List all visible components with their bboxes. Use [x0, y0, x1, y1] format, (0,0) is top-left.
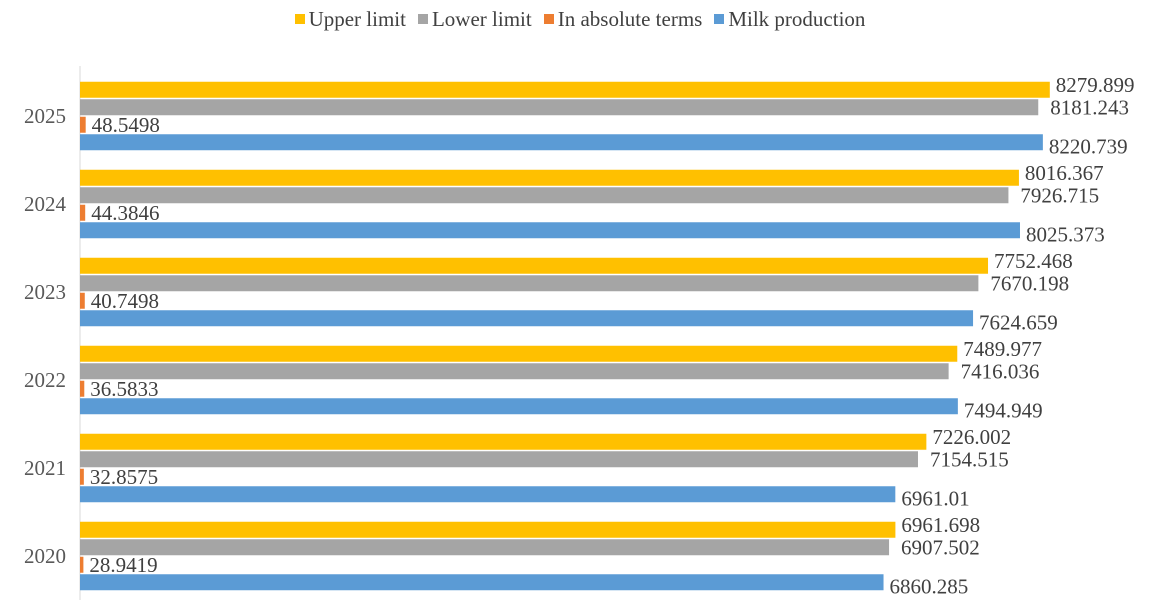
legend-swatch-in-absolute-terms — [543, 14, 554, 24]
bar-in-absolute-terms-2023 — [80, 292, 85, 309]
data-label-upper-limit-2023: 7752.468 — [994, 249, 1073, 273]
legend-label-in-absolute-terms: In absolute terms — [557, 6, 703, 31]
bar-lower-limit-2021 — [80, 451, 918, 468]
legend-label-upper-limit: Upper limit — [308, 6, 406, 31]
data-label-milk-production-2021: 6961.01 — [901, 486, 969, 510]
legend-swatch-milk-production — [714, 14, 725, 24]
legend-item-lower-limit: Lower limit — [417, 6, 532, 32]
legend-label-milk-production: Milk production — [728, 6, 866, 31]
bar-in-absolute-terms-2020 — [80, 556, 84, 573]
data-label-in-absolute-terms-2020: 28.9419 — [89, 553, 157, 577]
legend-item-in-absolute-terms: In absolute terms — [543, 6, 703, 32]
bar-in-absolute-terms-2024 — [80, 204, 86, 221]
data-label-milk-production-2023: 7624.659 — [979, 310, 1058, 334]
bar-milk-production-2022 — [80, 398, 958, 415]
data-label-upper-limit-2024: 8016.367 — [1025, 161, 1104, 185]
data-label-lower-limit-2024: 7926.715 — [1020, 183, 1099, 207]
bar-in-absolute-terms-2021 — [80, 468, 84, 485]
bar-in-absolute-terms-2022 — [80, 380, 85, 397]
y-tick-label-2025: 2025 — [24, 104, 66, 128]
bar-upper-limit-2024 — [80, 169, 1019, 186]
bar-upper-limit-2020 — [80, 521, 896, 538]
bar-upper-limit-2022 — [80, 345, 958, 362]
bar-lower-limit-2023 — [80, 275, 979, 292]
data-label-upper-limit-2021: 7226.002 — [932, 425, 1011, 449]
data-label-lower-limit-2022: 7416.036 — [961, 359, 1040, 383]
legend-swatch-lower-limit — [417, 14, 428, 24]
data-label-milk-production-2024: 8025.373 — [1026, 222, 1105, 246]
legend-item-milk-production: Milk production — [714, 7, 865, 32]
bar-milk-production-2021 — [80, 486, 896, 503]
bar-upper-limit-2023 — [80, 257, 989, 274]
bar-upper-limit-2021 — [80, 433, 927, 450]
data-label-in-absolute-terms-2024: 44.3846 — [91, 201, 159, 225]
y-tick-label-2021: 2021 — [24, 456, 66, 480]
data-label-upper-limit-2022: 7489.977 — [963, 337, 1042, 361]
bar-milk-production-2024 — [80, 222, 1020, 239]
y-tick-label-2022: 2022 — [24, 368, 66, 392]
bar-upper-limit-2025 — [80, 81, 1050, 98]
legend-swatch-upper-limit — [294, 14, 305, 24]
bar-milk-production-2023 — [80, 310, 974, 327]
bar-milk-production-2020 — [80, 574, 884, 591]
bar-milk-production-2025 — [80, 134, 1043, 151]
data-label-milk-production-2020: 6860.285 — [890, 574, 969, 598]
data-label-milk-production-2022: 7494.949 — [964, 398, 1043, 422]
data-label-milk-production-2025: 8220.739 — [1049, 134, 1128, 158]
bar-lower-limit-2025 — [80, 99, 1039, 116]
bar-in-absolute-terms-2025 — [80, 116, 86, 133]
legend-item-upper-limit: Upper limit — [294, 6, 406, 32]
data-label-lower-limit-2021: 7154.515 — [930, 447, 1009, 471]
data-label-in-absolute-terms-2022: 36.5833 — [90, 377, 158, 401]
y-tick-label-2023: 2023 — [24, 280, 66, 304]
y-tick-label-2024: 2024 — [24, 192, 67, 216]
data-label-upper-limit-2020: 6961.698 — [901, 513, 980, 537]
bar-lower-limit-2024 — [80, 187, 1009, 204]
bar-lower-limit-2022 — [80, 363, 949, 380]
data-label-in-absolute-terms-2025: 48.5498 — [92, 113, 160, 137]
data-label-lower-limit-2025: 8181.243 — [1050, 95, 1129, 119]
data-label-in-absolute-terms-2023: 40.7498 — [91, 289, 159, 313]
data-label-lower-limit-2020: 6907.502 — [901, 535, 980, 559]
data-label-in-absolute-terms-2021: 32.8575 — [90, 465, 158, 489]
chart-legend: Upper limit Lower limit In absolute terms M… — [0, 4, 1160, 34]
data-label-upper-limit-2025: 8279.899 — [1056, 73, 1135, 97]
bar-lower-limit-2020 — [80, 539, 890, 556]
y-tick-label-2020: 2020 — [24, 544, 66, 568]
legend-label-lower-limit: Lower limit — [431, 6, 532, 31]
data-label-lower-limit-2023: 7670.198 — [990, 271, 1069, 295]
